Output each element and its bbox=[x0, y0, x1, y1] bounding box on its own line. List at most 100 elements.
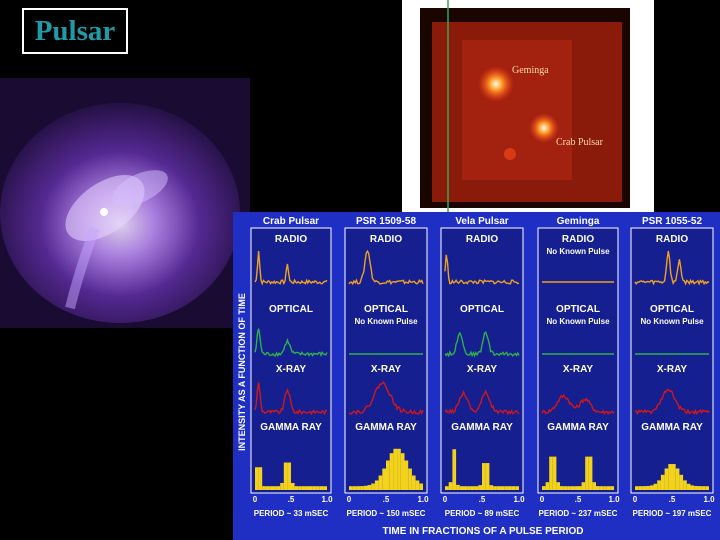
profile-curve bbox=[444, 389, 520, 416]
gamma-bar bbox=[606, 486, 611, 490]
gamma-bar bbox=[649, 485, 654, 490]
gamma-bar bbox=[371, 483, 375, 490]
gamma-bar bbox=[291, 482, 295, 490]
gamma-bar bbox=[269, 486, 273, 490]
gamma-bar bbox=[679, 474, 684, 490]
profile-curve bbox=[254, 382, 328, 416]
axis-tick: 1.0 bbox=[703, 495, 715, 504]
gamma-bar bbox=[470, 486, 475, 490]
gamma-bar bbox=[690, 485, 695, 490]
gamma-bar bbox=[545, 482, 550, 490]
band-note: No Known Pulse bbox=[546, 247, 610, 256]
axis-tick: 1.0 bbox=[417, 495, 429, 504]
gamma-bar bbox=[683, 480, 687, 490]
gamma-bar bbox=[316, 486, 320, 490]
pulsar-period: PERIOD ~ 237 mSEC bbox=[539, 509, 618, 518]
gamma-bar bbox=[596, 486, 600, 490]
axis-tick: 0 bbox=[443, 495, 448, 504]
gamma-bar bbox=[675, 468, 680, 490]
profile-curve bbox=[541, 393, 615, 416]
gamma-bar bbox=[500, 486, 505, 490]
gamma-bar bbox=[588, 456, 593, 490]
gamma-bar bbox=[474, 486, 479, 490]
axis-tick: 1.0 bbox=[513, 495, 525, 504]
gamma-bar bbox=[352, 486, 357, 490]
gamma-bar bbox=[408, 468, 412, 490]
y-axis-label: INTENSITY AS A FUNCTION OF TIME bbox=[237, 293, 247, 451]
gamma-bar bbox=[585, 456, 589, 490]
profile-curve bbox=[634, 389, 710, 416]
band-label: RADIO bbox=[466, 234, 498, 245]
gamma-bar bbox=[592, 482, 596, 490]
gamma-bar bbox=[273, 486, 277, 490]
pulsar-name: Crab Pulsar bbox=[263, 216, 319, 227]
axis-tick: 1.0 bbox=[321, 495, 333, 504]
gamma-bar bbox=[668, 464, 672, 490]
profile-curve bbox=[634, 250, 710, 286]
gamma-bar bbox=[701, 486, 706, 490]
gamma-bar bbox=[445, 486, 449, 490]
crab-nebula-image bbox=[0, 78, 250, 328]
band-label: X-RAY bbox=[276, 364, 307, 375]
gamma-bar bbox=[298, 486, 302, 490]
axis-tick: 0 bbox=[633, 495, 638, 504]
band-label: X-RAY bbox=[371, 364, 402, 375]
band-label: OPTICAL bbox=[650, 304, 694, 315]
gamma-bar bbox=[660, 474, 665, 490]
gamma-bar bbox=[493, 486, 497, 490]
gamma-bar bbox=[415, 480, 420, 490]
gamma-bar bbox=[515, 486, 519, 490]
gamma-bar bbox=[356, 486, 361, 490]
pulsar-column-frame bbox=[250, 227, 332, 494]
band-label: X-RAY bbox=[563, 364, 594, 375]
gamma-bar bbox=[382, 468, 386, 490]
pulsar-name: PSR 1055-52 bbox=[642, 216, 702, 227]
band-label: RADIO bbox=[275, 234, 307, 245]
axis-tick: .5 bbox=[288, 495, 295, 504]
gamma-ray-sky-image bbox=[402, 0, 654, 212]
gamma-bar bbox=[556, 482, 560, 490]
gamma-bar bbox=[363, 485, 368, 490]
gamma-bar bbox=[574, 486, 578, 490]
band-label: GAMMA RAY bbox=[547, 422, 609, 433]
band-note: No Known Pulse bbox=[640, 317, 704, 326]
band-label: OPTICAL bbox=[364, 304, 408, 315]
gamma-bar bbox=[265, 486, 270, 490]
pulsar-column-frame bbox=[440, 227, 524, 494]
profile-curve bbox=[444, 254, 520, 285]
axis-tick: 1.0 bbox=[608, 495, 620, 504]
gamma-bar bbox=[294, 486, 299, 490]
gamma-bar bbox=[489, 485, 494, 490]
band-label: GAMMA RAY bbox=[451, 422, 513, 433]
gamma-bar bbox=[705, 486, 709, 490]
gamma-bar bbox=[367, 485, 372, 490]
axis-tick: .5 bbox=[383, 495, 390, 504]
gamma-bar bbox=[404, 460, 409, 490]
pulsar-name: Geminga bbox=[557, 216, 600, 227]
gamma-bar bbox=[360, 486, 364, 490]
gamma-bar bbox=[393, 448, 398, 490]
profile-curve bbox=[348, 249, 424, 286]
profile-curve bbox=[444, 331, 520, 358]
pulsar-name: PSR 1509-58 bbox=[356, 216, 416, 227]
gamma-bar bbox=[672, 464, 676, 490]
band-label: X-RAY bbox=[657, 364, 688, 375]
gamma-bar bbox=[309, 486, 313, 490]
gamma-bar bbox=[507, 486, 512, 490]
gamma-bar bbox=[642, 486, 647, 490]
gamma-bar bbox=[552, 456, 557, 490]
gamma-bar bbox=[400, 453, 405, 490]
axis-tick: .5 bbox=[669, 495, 676, 504]
gamma-bar bbox=[287, 462, 291, 490]
gamma-bar bbox=[389, 453, 394, 490]
band-label: X-RAY bbox=[467, 364, 498, 375]
gamma-bar bbox=[459, 486, 464, 490]
band-note: No Known Pulse bbox=[546, 317, 610, 326]
gamma-bar bbox=[638, 486, 643, 490]
band-label: GAMMA RAY bbox=[641, 422, 703, 433]
gamma-bar bbox=[549, 456, 553, 490]
gamma-bar bbox=[305, 486, 309, 490]
gamma-bar bbox=[319, 486, 324, 490]
gamma-bar bbox=[262, 486, 266, 490]
gamma-bar bbox=[463, 486, 468, 490]
